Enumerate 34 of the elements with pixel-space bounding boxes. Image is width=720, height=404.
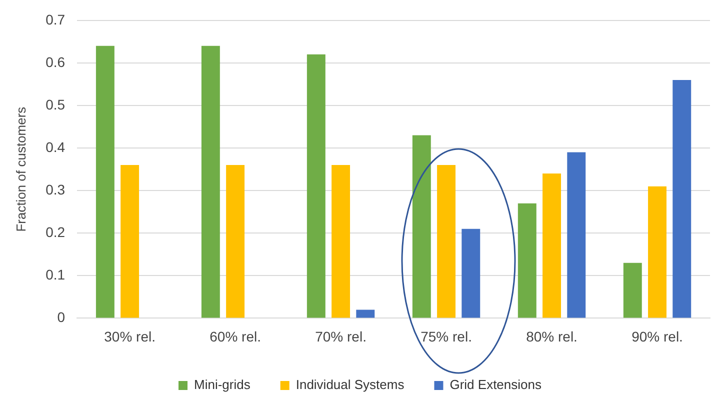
x-tick-label: 60% rel. [210,328,261,344]
bar [542,174,561,318]
y-tick-label: 0.1 [46,266,66,283]
bar [437,165,456,318]
bar [648,186,666,318]
bar [120,165,140,318]
bar [567,152,586,318]
legend-label: Mini-grids [194,377,251,392]
y-tick-label: 0.3 [46,181,66,198]
bar [623,262,642,318]
bar [201,46,220,318]
bar [462,228,480,318]
bar [226,165,245,318]
x-tick-label: 90% rel. [632,328,683,344]
bar [518,203,536,318]
x-tick-label: 75% rel. [420,328,472,344]
x-tick-label: 80% rel. [526,328,578,344]
bar [356,310,375,318]
x-tick-label: 30% rel. [104,328,156,344]
bar [306,54,326,318]
y-tick-label: 0.2 [46,224,66,240]
legend-label: Individual Systems [296,377,405,392]
y-tick-label: 0 [57,309,66,326]
bar [672,80,692,318]
y-tick-label: 0.5 [46,96,66,112]
y-tick-label: 0.6 [46,54,66,70]
bar [412,135,431,318]
bar [96,46,114,318]
bar [332,165,350,318]
y-axis-title: Fraction of customers [13,106,28,232]
legend-label: Grid Extensions [450,377,542,392]
x-tick-label: 70% rel. [315,328,366,344]
y-tick-label: 0.4 [46,138,66,155]
y-tick-label: 0.7 [46,11,66,28]
